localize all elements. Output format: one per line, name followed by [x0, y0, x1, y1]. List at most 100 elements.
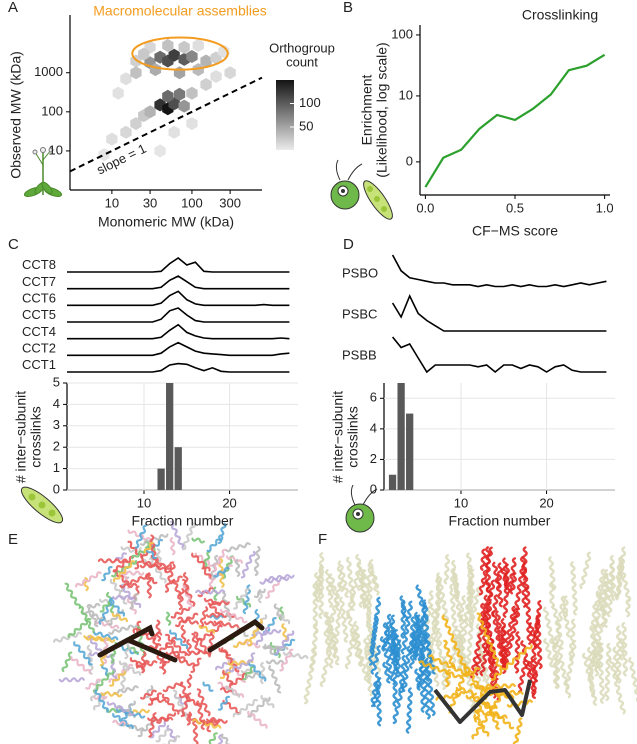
structure-ribbon — [467, 564, 473, 599]
y-axis-label: # inter−subunit crosslinks — [12, 390, 44, 483]
structure-ribbon — [182, 522, 196, 551]
structure-ribbon — [203, 620, 222, 627]
profile-label: CCT5 — [22, 307, 56, 322]
structure-ribbon — [627, 657, 637, 702]
x-tick-label: 10 — [137, 495, 151, 510]
structure-ribbon — [621, 622, 629, 677]
structure-ribbon — [400, 600, 413, 655]
x-tick-label: 1.0 — [596, 200, 614, 215]
panel-letter: C — [8, 236, 19, 253]
structure-ribbon — [67, 617, 92, 638]
bar — [174, 447, 182, 490]
structure-ribbon — [471, 693, 503, 740]
structure-ribbon — [268, 665, 282, 694]
structure-ribbon — [554, 654, 561, 690]
bar — [166, 383, 174, 490]
hexbin-cell — [130, 117, 142, 131]
structure-ribbon — [98, 597, 114, 625]
structure-ribbon — [129, 592, 139, 610]
structure-ribbon — [177, 616, 199, 625]
structure-ribbon — [276, 610, 291, 625]
structure-ribbon — [232, 698, 258, 718]
structure-ribbon — [140, 689, 157, 700]
panel-letter: E — [8, 531, 18, 548]
structure-ribbon — [146, 572, 152, 599]
bar — [397, 383, 405, 490]
structure-ribbon — [568, 618, 576, 661]
structure-ribbon — [436, 628, 443, 655]
structure-ribbon — [226, 555, 243, 564]
structure-ribbon — [219, 687, 234, 694]
structure-ribbon — [164, 561, 175, 573]
profile-line — [67, 290, 290, 307]
structure-ribbon — [424, 658, 436, 717]
crosslink — [97, 618, 265, 663]
structure-ribbon — [265, 580, 280, 599]
hexbin-cell — [192, 63, 204, 77]
structure-ribbon — [220, 733, 232, 744]
structure-ribbon — [264, 573, 295, 582]
structure-ribbon — [101, 566, 113, 582]
structure-ribbon — [569, 561, 579, 616]
x-tick-label: 0.0 — [416, 200, 434, 215]
x-tick-label: 30 — [143, 195, 157, 210]
structure-ribbon — [112, 560, 135, 583]
structure-ribbon — [392, 644, 398, 707]
structure-ribbon — [208, 603, 220, 615]
structure-ribbon — [79, 605, 95, 633]
structure-ribbon — [225, 685, 241, 698]
structure-ribbon — [548, 556, 557, 591]
structure-ribbon — [165, 611, 172, 626]
x-tick-label: 20 — [539, 495, 553, 510]
structure-ribbon — [358, 569, 367, 608]
structure-ribbon — [73, 641, 93, 666]
structure-ribbon — [517, 659, 528, 693]
structure-ribbon — [162, 681, 184, 693]
hexbin-cell — [178, 99, 190, 113]
reference-line-label: slope = 1 — [94, 141, 148, 178]
structure-ribbon — [201, 567, 212, 579]
structure-ribbon — [115, 708, 146, 719]
bar — [157, 468, 165, 490]
structure-ribbon — [506, 699, 533, 708]
structure-ribbon — [196, 688, 211, 717]
structure-ribbon — [481, 594, 489, 654]
structure-ribbon — [61, 651, 73, 673]
structure-ribbon — [443, 554, 451, 585]
structure-ribbon — [422, 602, 429, 621]
structure-ribbon — [543, 638, 554, 668]
structure-ribbon — [520, 556, 530, 591]
structure-ribbon — [195, 700, 206, 730]
structure-ribbon — [399, 595, 409, 622]
y-axis-label: Enrichment (Likelihood, log scale) — [358, 42, 390, 178]
structure-ribbon — [521, 581, 527, 608]
structure-ribbon — [192, 720, 199, 744]
structure-ribbon — [328, 573, 342, 619]
structure-ribbon — [325, 569, 332, 596]
structure-ribbon — [480, 602, 486, 626]
hexbin-cell — [154, 144, 166, 158]
y-tick-label: 1000 — [34, 64, 63, 79]
structure-ribbon — [418, 660, 462, 679]
structure-ribbon — [170, 575, 183, 585]
structure-ribbon — [379, 636, 396, 686]
structure-ribbon — [369, 596, 382, 655]
x-axis-label: Fraction number — [131, 512, 234, 529]
structure-ribbon — [608, 657, 626, 715]
hexbin-cell — [210, 70, 222, 83]
structure-ribbon — [192, 718, 222, 729]
structure-ribbon — [465, 613, 475, 669]
structure-ribbon — [166, 724, 177, 742]
structure-ribbon — [381, 613, 392, 652]
structure-ribbon — [513, 631, 521, 674]
structure-ribbon — [618, 638, 625, 661]
structure-ribbon — [199, 606, 209, 628]
structure-ribbon — [86, 644, 94, 675]
structure-ribbon — [425, 601, 441, 663]
profile-line — [67, 362, 290, 373]
y-axis-label: # inter−subunit crosslinks — [329, 390, 361, 483]
structure-ribbon — [110, 659, 118, 682]
structure-ribbon — [113, 569, 130, 586]
structure-ribbon — [225, 659, 253, 674]
structure-ribbon — [212, 548, 227, 572]
